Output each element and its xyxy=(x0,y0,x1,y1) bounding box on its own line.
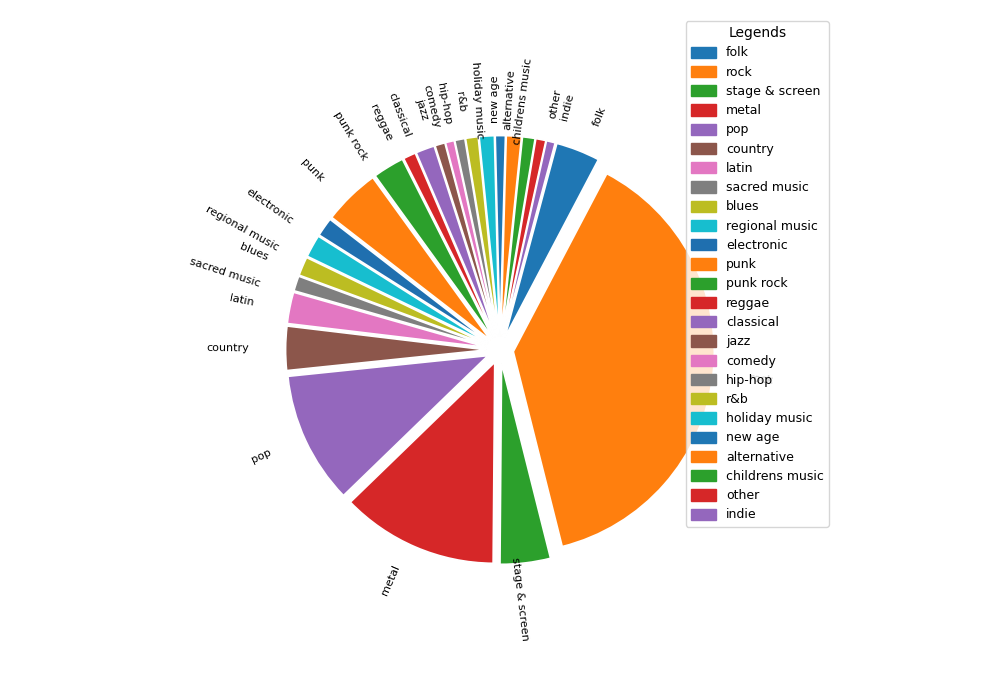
Text: new age: new age xyxy=(490,76,500,123)
Legend: folk, rock, stage & screen, metal, pop, country, latin, sacred music, blues, reg: folk, rock, stage & screen, metal, pop, … xyxy=(686,21,829,526)
Wedge shape xyxy=(350,363,495,564)
Wedge shape xyxy=(288,356,488,496)
Wedge shape xyxy=(500,363,551,564)
Text: other: other xyxy=(548,88,563,120)
Text: holiday music: holiday music xyxy=(470,61,485,139)
Text: sacred music: sacred music xyxy=(189,256,262,288)
Wedge shape xyxy=(375,159,493,339)
Text: pop: pop xyxy=(250,447,273,465)
Wedge shape xyxy=(307,236,488,344)
Text: r&b: r&b xyxy=(455,91,467,112)
Text: rock: rock xyxy=(749,373,774,386)
Wedge shape xyxy=(495,136,505,337)
Wedge shape xyxy=(503,139,546,337)
Text: hip-hop: hip-hop xyxy=(435,82,453,125)
Wedge shape xyxy=(505,144,598,337)
Text: folk: folk xyxy=(591,105,608,128)
Text: jazz: jazz xyxy=(414,97,430,121)
Text: classical: classical xyxy=(387,92,412,139)
Wedge shape xyxy=(416,146,495,337)
Wedge shape xyxy=(319,219,489,342)
Wedge shape xyxy=(455,139,497,337)
Text: comedy: comedy xyxy=(421,83,441,129)
Wedge shape xyxy=(294,276,487,346)
Wedge shape xyxy=(501,136,522,337)
Wedge shape xyxy=(299,258,488,345)
Text: country: country xyxy=(207,343,249,354)
Wedge shape xyxy=(286,326,487,370)
Wedge shape xyxy=(287,293,487,347)
Text: punk: punk xyxy=(299,157,326,183)
Wedge shape xyxy=(502,136,535,337)
Wedge shape xyxy=(479,136,499,337)
Wedge shape xyxy=(503,141,555,337)
Wedge shape xyxy=(332,178,491,340)
Text: alternative: alternative xyxy=(502,69,516,130)
Wedge shape xyxy=(466,136,498,337)
Text: regional music: regional music xyxy=(204,204,281,253)
Text: childrens music: childrens music xyxy=(512,58,534,146)
Wedge shape xyxy=(404,153,494,338)
Text: metal: metal xyxy=(380,564,401,597)
Text: stage & screen: stage & screen xyxy=(510,556,530,641)
Text: electronic: electronic xyxy=(244,186,295,226)
Text: indie: indie xyxy=(559,92,576,121)
Text: reggae: reggae xyxy=(368,103,394,143)
Text: blues: blues xyxy=(238,241,269,262)
Wedge shape xyxy=(435,143,496,337)
Text: latin: latin xyxy=(228,293,254,308)
Wedge shape xyxy=(513,174,714,547)
Text: punk rock: punk rock xyxy=(332,110,370,162)
Wedge shape xyxy=(445,141,497,337)
